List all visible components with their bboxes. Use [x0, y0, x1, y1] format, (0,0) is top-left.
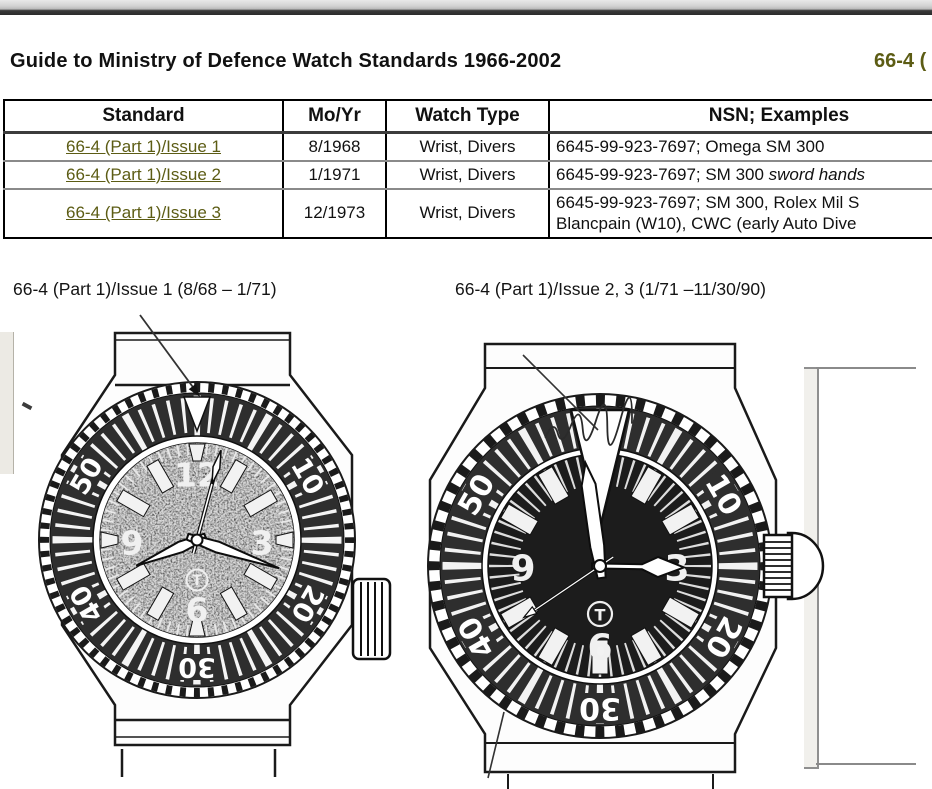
- annotation-arrow: [139, 314, 200, 397]
- col-header-standard: Standard: [4, 100, 284, 134]
- window-chrome-bar: [0, 0, 932, 15]
- watch-illustration-issue2-3: 10 20 30 40 50 9 3 6 T: [427, 342, 825, 789]
- corner-reference: 66-4 (: [874, 50, 927, 72]
- watch-type-cell: Wrist, Divers: [386, 188, 550, 239]
- standard-link-issue1[interactable]: 66-4 (Part 1)/Issue 1: [66, 137, 221, 156]
- svg-text:9: 9: [121, 524, 144, 563]
- center-pinion: [593, 559, 607, 573]
- table-header-row: Standard Mo/Yr Watch Type NSN; Examples: [4, 100, 932, 134]
- figure-caption-issue1: 66-4 (Part 1)/Issue 1 (8/68 – 1/71): [13, 279, 277, 299]
- col-header-moyr: Mo/Yr: [283, 100, 387, 134]
- scan-page-line-top: [816, 367, 916, 369]
- nsn-cell: 6645-99-923-7697; SM 300, Rolex Mil S Bla…: [549, 188, 932, 239]
- standard-link-issue2[interactable]: 66-4 (Part 1)/Issue 2: [66, 164, 221, 184]
- moyr-cell: 8/1968: [283, 132, 387, 162]
- center-pinion: [190, 533, 204, 547]
- hands: [135, 449, 280, 570]
- nsn-italic-text: sword hands: [768, 164, 866, 184]
- moyr-cell: 1/1971: [283, 160, 387, 190]
- table-row: 66-4 (Part 1)/Issue 3 12/1973 Wrist, Div…: [4, 188, 932, 239]
- table-row: 66-4 (Part 1)/Issue 1 8/1968 Wrist, Dive…: [4, 132, 932, 162]
- standards-table-container: Standard Mo/Yr Watch Type NSN; Examples …: [3, 99, 932, 239]
- crown: [351, 577, 392, 661]
- svg-text:6: 6: [186, 591, 209, 630]
- svg-text:T: T: [192, 573, 202, 589]
- circled-t-marking: T: [586, 600, 614, 628]
- col-header-nsn-examples: NSN; Examples: [549, 100, 932, 134]
- standards-table: Standard Mo/Yr Watch Type NSN; Examples …: [3, 99, 932, 239]
- page-title: Guide to Ministry of Defence Watch Stand…: [10, 50, 562, 72]
- watch-type-cell: Wrist, Divers: [386, 132, 550, 162]
- scan-page-line-bottom: [816, 763, 916, 765]
- watch-type-cell: Wrist, Divers: [386, 160, 550, 190]
- watch-illustration-issue1: 10 20 30 40 50 12: [38, 314, 392, 777]
- bezel-number-backings: [64, 450, 330, 680]
- nsn-text: 6645-99-923-7697; SM 300: [556, 164, 769, 184]
- hour-markers: [500, 466, 700, 675]
- handwritten-scrawl: [544, 396, 633, 446]
- scan-edge-artifact: [0, 332, 14, 474]
- table-row: 66-4 (Part 1)/Issue 2 1/1971 Wrist, Dive…: [4, 160, 932, 190]
- bezel-triangle-marker: [182, 396, 212, 434]
- bezel-number-backings: [452, 466, 748, 723]
- nsn-cell: 6645-99-923-7697; SM 300 sword hands: [549, 160, 932, 190]
- figure-caption-issue2-3: 66-4 (Part 1)/Issue 2, 3 (1/71 –11/30/90…: [455, 279, 766, 299]
- crown: [762, 531, 825, 601]
- moyr-cell: 12/1973: [283, 188, 387, 239]
- annotation-lines: [487, 354, 599, 779]
- svg-text:6: 6: [587, 628, 612, 669]
- nsn-text-line1: 6645-99-923-7697; SM 300, Rolex Mil S: [556, 192, 860, 212]
- hands: [522, 459, 687, 619]
- hour-markers: [100, 443, 294, 637]
- svg-text:T: T: [595, 606, 606, 625]
- nsn-text-line2: Blancpain (W10), CWC (early Auto Dive: [556, 214, 857, 234]
- svg-text:30: 30: [579, 691, 621, 726]
- svg-text:9: 9: [510, 549, 535, 590]
- hour-hand: [135, 532, 208, 567]
- svg-text:3: 3: [251, 524, 274, 563]
- col-header-watch-type: Watch Type: [386, 100, 550, 134]
- minute-hand: [580, 459, 607, 580]
- standard-link-issue3[interactable]: 66-4 (Part 1)/Issue 3: [66, 203, 221, 223]
- svg-text:30: 30: [178, 652, 216, 683]
- nsn-cell: 6645-99-923-7697; Omega SM 300: [549, 132, 932, 162]
- circled-t-marking: T: [185, 568, 209, 592]
- minute-hand: [185, 532, 280, 570]
